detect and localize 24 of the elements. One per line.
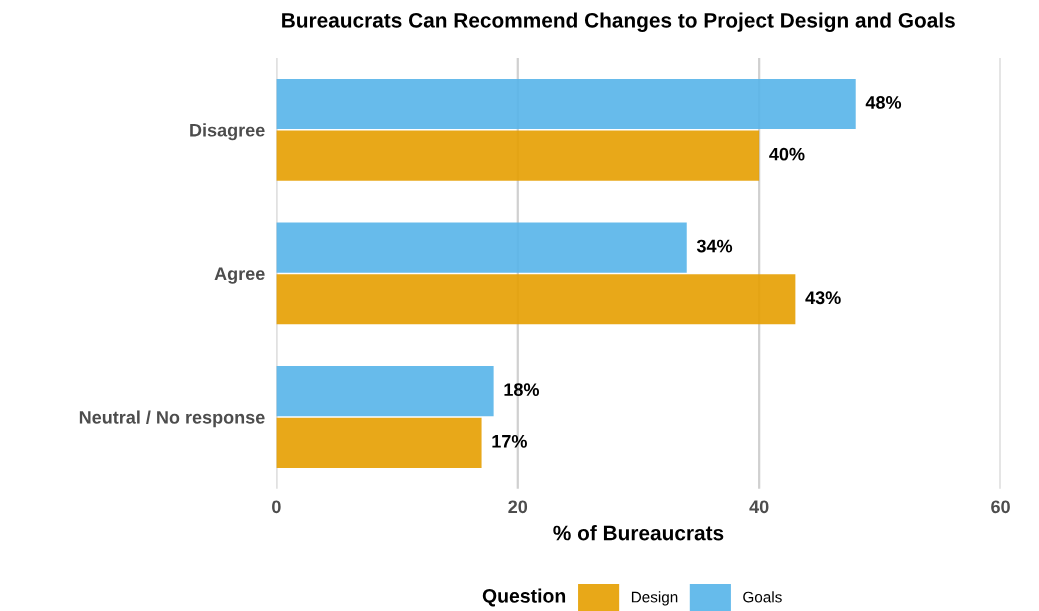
bar (276, 78, 856, 130)
x-axis-title: % of Bureaucrats (553, 525, 724, 541)
data-label: 48% (865, 96, 902, 109)
y-tick-label: Agree (214, 267, 265, 284)
data-label: 34% (696, 239, 733, 253)
x-tick-label: 40 (749, 500, 769, 514)
legend-label: Goals (743, 591, 782, 603)
data-label: 17% (492, 434, 527, 448)
y-tick-label: Disagree (190, 123, 265, 141)
x-tick-label: 0 (272, 500, 281, 514)
data-label: 18% (504, 383, 540, 397)
data-label: 43% (805, 291, 841, 305)
bar (276, 417, 482, 468)
legend-title: Question (482, 588, 566, 607)
bar (276, 222, 687, 273)
legend-label: Design (631, 591, 678, 606)
bar (276, 274, 796, 325)
bar (276, 130, 760, 181)
x-tick-label: 60 (991, 500, 1010, 514)
chart-title: Bureaucrats Can Recommend Changes to Project Design and Goals (282, 12, 955, 32)
x-tick-label: 20 (508, 500, 528, 514)
y-tick-label: Neutral / No response (79, 410, 265, 428)
bar (276, 366, 494, 417)
data-label: 40% (769, 147, 805, 161)
